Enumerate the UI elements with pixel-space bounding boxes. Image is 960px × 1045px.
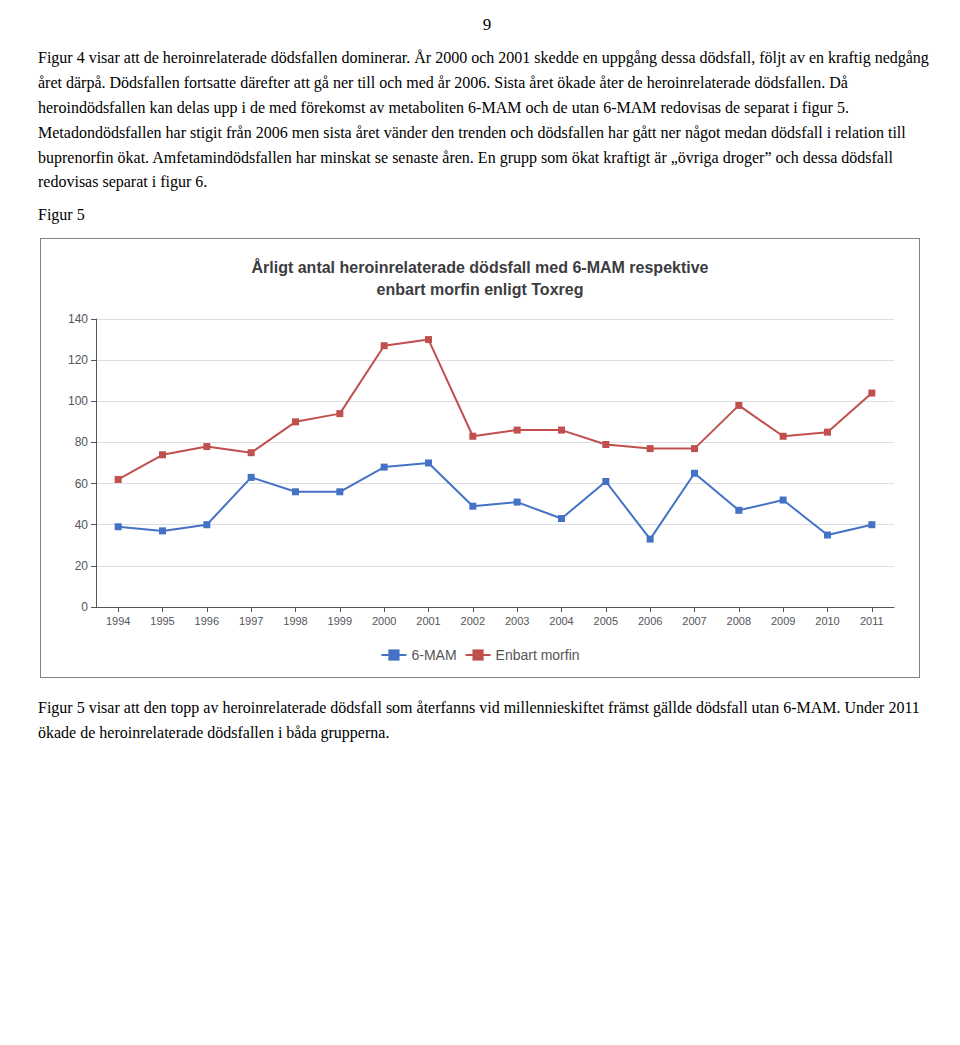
svg-text:2006: 2006 (638, 614, 662, 626)
svg-text:6-MAM: 6-MAM (411, 647, 456, 663)
svg-text:0: 0 (81, 600, 88, 614)
svg-text:2005: 2005 (594, 614, 618, 626)
svg-text:2009: 2009 (771, 614, 795, 626)
svg-text:Enbart morfin: Enbart morfin (496, 647, 580, 663)
svg-text:100: 100 (68, 394, 88, 408)
html-text:Figur 4 visar att de heroinrel: Figur 4 visar att de heroinrelaterade dö… (38, 49, 929, 191)
svg-text:20: 20 (75, 559, 89, 573)
svg-text:1997: 1997 (239, 614, 263, 626)
svg-text:2004: 2004 (549, 614, 573, 626)
svg-text:1999: 1999 (328, 614, 352, 626)
svg-text:2000: 2000 (372, 614, 396, 626)
html-text:Figur 5 visar att den topp av: Figur 5 visar att den topp av heroinrela… (38, 698, 920, 741)
html-text:Figur 5: Figur 5 (38, 206, 85, 224)
svg-text:2010: 2010 (815, 614, 839, 626)
svg-text:2002: 2002 (461, 614, 485, 626)
svg-text:2001: 2001 (416, 614, 440, 626)
svg-text:2011: 2011 (860, 614, 884, 626)
svg-text:2008: 2008 (727, 614, 751, 626)
svg-text:140: 140 (68, 312, 88, 326)
svg-text:1998: 1998 (283, 614, 307, 626)
svg-text:2007: 2007 (682, 614, 706, 626)
svg-text:enbart morfin enligt Toxreg: enbart morfin enligt Toxreg (377, 280, 584, 297)
svg-text:60: 60 (75, 476, 89, 490)
svg-text:1994: 1994 (106, 614, 130, 626)
svg-text:1995: 1995 (150, 614, 174, 626)
svg-text:1996: 1996 (195, 614, 219, 626)
svg-text:120: 120 (68, 353, 88, 367)
svg-text:40: 40 (75, 518, 89, 532)
svg-text:2003: 2003 (505, 614, 529, 626)
html-text:9: 9 (482, 15, 492, 34)
svg-text:Årligt antal heroinrelaterade: Årligt antal heroinrelaterade dödsfall m… (251, 257, 708, 275)
svg-text:80: 80 (75, 435, 89, 449)
